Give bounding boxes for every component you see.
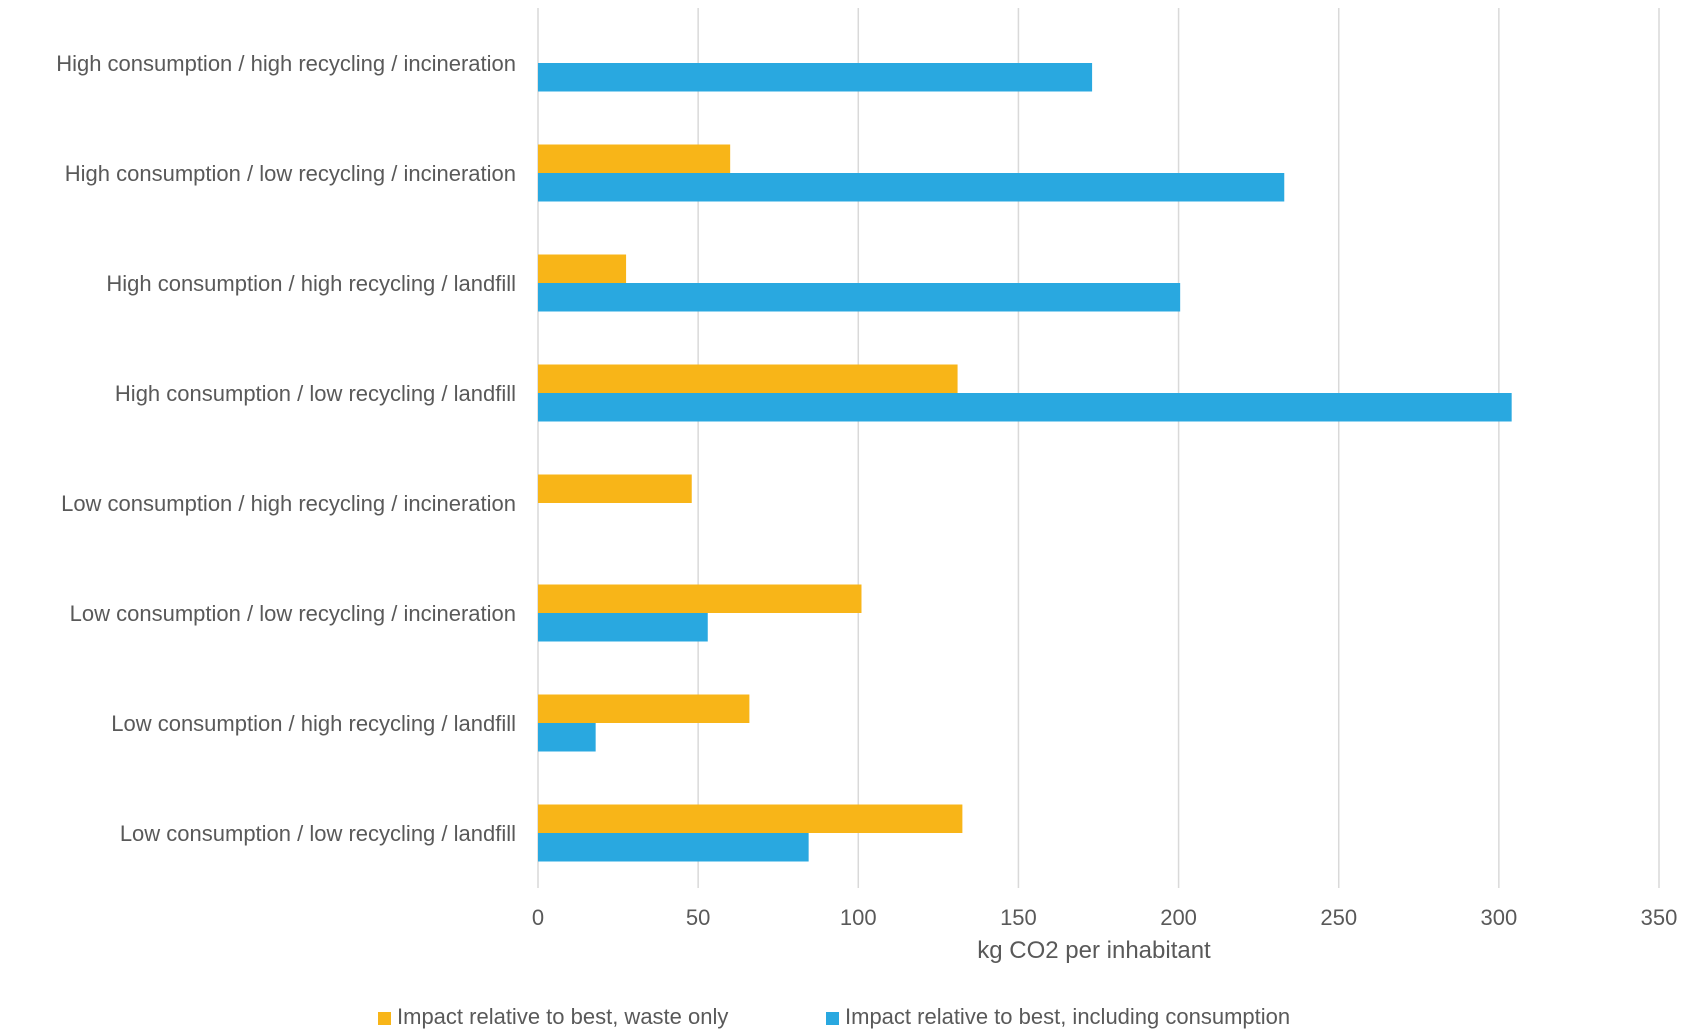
x-tick-label: 200 <box>1160 905 1197 930</box>
bars <box>538 63 1512 862</box>
category-label: High consumption / low recycling / landf… <box>115 381 516 406</box>
bar-including-consumption <box>538 723 596 752</box>
category-labels: High consumption / high recycling / inci… <box>56 51 516 846</box>
legend-swatch-waste-only <box>378 1012 391 1025</box>
category-label: High consumption / high recycling / land… <box>106 271 516 296</box>
x-tick-label: 300 <box>1480 905 1517 930</box>
bar-including-consumption <box>538 393 1512 422</box>
x-tick-label: 0 <box>532 905 544 930</box>
category-label: High consumption / high recycling / inci… <box>56 51 516 76</box>
legend: Impact relative to best, waste only Impa… <box>378 1004 1290 1029</box>
bar-including-consumption <box>538 173 1285 202</box>
bar-including-consumption <box>538 613 708 642</box>
bar-waste-only <box>538 804 963 833</box>
bar-including-consumption <box>538 283 1181 312</box>
gridlines <box>537 8 1660 888</box>
category-label: High consumption / low recycling / incin… <box>65 161 516 186</box>
legend-swatch-including-consumption <box>826 1012 839 1025</box>
legend-label-including-consumption: Impact relative to best, including consu… <box>845 1004 1290 1029</box>
x-axis-title: kg CO2 per inhabitant <box>977 937 1211 964</box>
bar-including-consumption <box>538 833 809 862</box>
category-label: Low consumption / low recycling / incine… <box>70 601 516 626</box>
x-tick-labels: 0 50 100 150 200 250 300 350 <box>532 905 1677 930</box>
category-label: Low consumption / high recycling / landf… <box>111 711 516 736</box>
bar-waste-only <box>538 584 862 613</box>
x-tick-label: 350 <box>1641 905 1678 930</box>
category-label: Low consumption / low recycling / landfi… <box>120 821 516 846</box>
bar-including-consumption <box>538 63 1093 92</box>
x-tick-label: 150 <box>1000 905 1037 930</box>
bar-waste-only <box>538 364 958 393</box>
x-tick-label: 50 <box>686 905 710 930</box>
bar-waste-only <box>538 254 627 283</box>
category-label: Low consumption / high recycling / incin… <box>61 491 516 516</box>
bar-waste-only <box>538 144 731 173</box>
bar-waste-only <box>538 474 692 503</box>
x-tick-label: 250 <box>1320 905 1357 930</box>
bar-waste-only <box>538 694 750 723</box>
legend-label-waste-only: Impact relative to best, waste only <box>397 1004 728 1029</box>
x-tick-label: 100 <box>840 905 877 930</box>
